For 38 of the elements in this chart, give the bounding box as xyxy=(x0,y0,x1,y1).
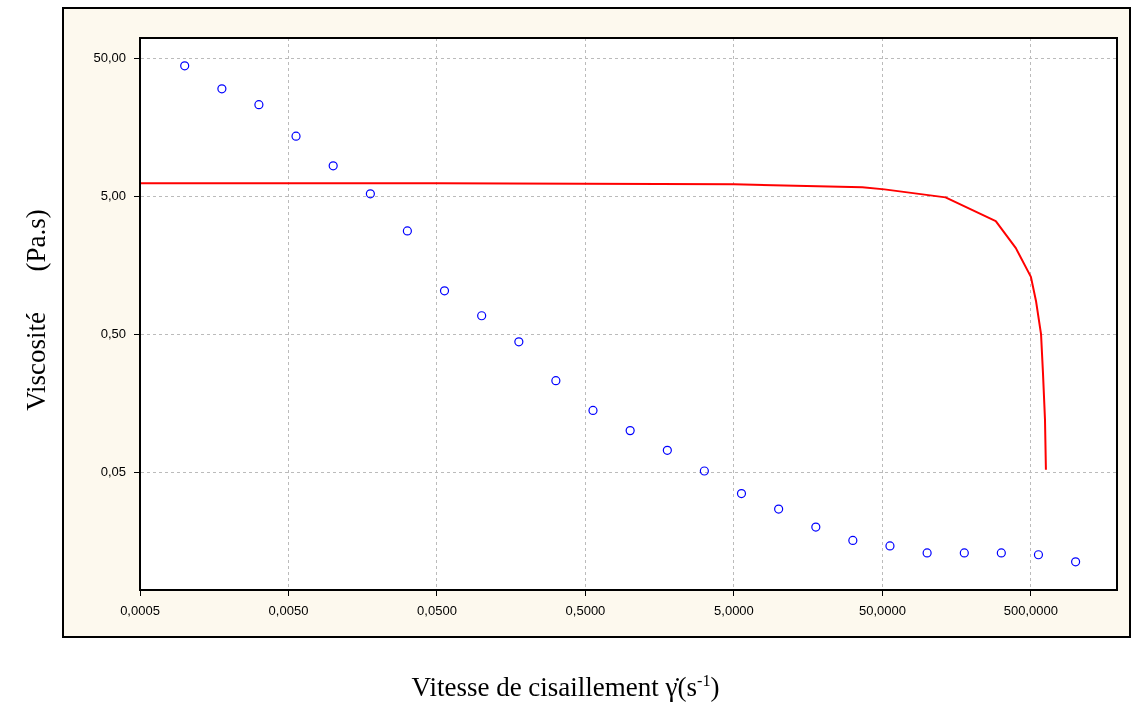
point xyxy=(217,84,227,94)
point xyxy=(365,189,375,199)
point xyxy=(736,488,747,499)
point xyxy=(477,311,487,321)
point xyxy=(959,548,969,558)
x-tick-label: 500,0000 xyxy=(1003,603,1059,619)
point xyxy=(328,161,338,171)
point xyxy=(885,541,895,551)
point xyxy=(848,535,858,546)
x-tick-label: 50,0000 xyxy=(858,603,906,619)
point xyxy=(514,337,524,347)
point xyxy=(699,466,709,476)
point xyxy=(996,548,1006,558)
point xyxy=(551,376,561,386)
point xyxy=(1033,550,1044,560)
y-tick-label: 50,00 xyxy=(93,49,126,65)
x-axis-title: Vitesse de cisaillement γ̇(s$^{-1}$) xyxy=(410,672,721,703)
x-tick-label: 0,0500 xyxy=(417,603,457,619)
x-tick-label: 0,0050 xyxy=(268,603,309,619)
x-tick-label: 5,0000 xyxy=(714,603,754,619)
y-tick-label: 0,50 xyxy=(100,325,126,341)
point xyxy=(402,226,412,236)
point xyxy=(588,405,598,416)
point xyxy=(291,131,301,141)
y-tick-label: 0,05 xyxy=(100,463,126,479)
point xyxy=(811,522,821,532)
point xyxy=(662,445,672,455)
point xyxy=(625,426,635,436)
point xyxy=(1071,557,1081,567)
point xyxy=(180,61,190,71)
point xyxy=(922,548,932,558)
y-axis-title: Viscosité (Pa.s) xyxy=(20,209,52,411)
point xyxy=(774,504,784,514)
point xyxy=(254,100,264,110)
y-tick-label: 5,00 xyxy=(100,187,126,203)
x-tick-label: 0,0005 xyxy=(120,603,160,619)
point xyxy=(439,286,450,296)
x-tick-label: 0,5000 xyxy=(565,603,606,619)
